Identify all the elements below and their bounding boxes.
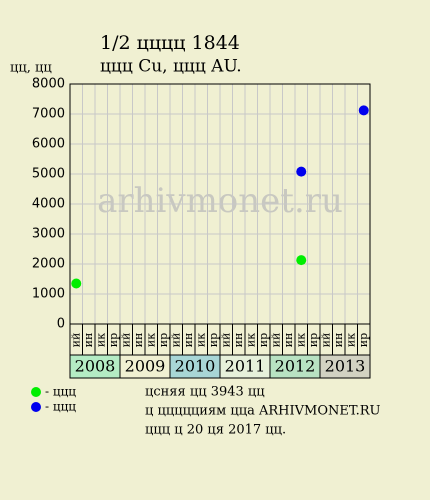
y-tick-label: 4000 (32, 197, 65, 212)
x-tick-label: ин (82, 333, 95, 348)
plot-frame (69, 83, 371, 325)
note: цсняя цц 3943 цц (145, 385, 265, 400)
x-tick-label: ий (69, 333, 82, 348)
x-tick-label: ик (294, 333, 307, 347)
x-tick-label: ин (282, 333, 295, 348)
x-tick-label: ик (344, 333, 357, 347)
y-tick-label: 5000 (32, 167, 65, 182)
x-tick-label: ий (169, 333, 182, 348)
year-label: 2011 (225, 357, 266, 376)
x-tick-label: ик (194, 333, 207, 347)
point (296, 255, 307, 266)
point (358, 105, 369, 116)
y-tick-label: 1000 (32, 287, 65, 302)
y-tick-label: 6000 (32, 137, 65, 152)
year-label: 2013 (325, 357, 366, 376)
point (71, 278, 82, 289)
y-tick-label: 8000 (32, 77, 65, 92)
x-tick-label: ир (357, 333, 370, 347)
x-tick-label: ик (94, 333, 107, 347)
x-tick-label: ий (119, 333, 132, 348)
year-label: 2008 (75, 357, 116, 376)
x-tick-label: ин (232, 333, 245, 348)
x-tick-label: ир (157, 333, 170, 347)
legend-marker (31, 402, 41, 412)
y-axis-label: цц, цц (10, 61, 52, 76)
note: ц ццццциям цца ARHIVMONET.RU (145, 404, 381, 419)
y-tick-label: 0 (57, 317, 65, 332)
y-tick-label: 7000 (32, 107, 65, 122)
year-label: 2009 (125, 357, 166, 376)
x-tick-label: ик (244, 333, 257, 347)
x-tick-label: ир (307, 333, 320, 347)
x-tick-label: ий (269, 333, 282, 348)
x-tick-label: ин (132, 333, 145, 348)
year-label: 2010 (175, 357, 216, 376)
legend-label: - ццц (45, 385, 76, 399)
year-label: 2012 (275, 357, 316, 376)
note: ццц ц 20 ця 2017 цц. (145, 423, 286, 438)
legend-label: - ццц (45, 400, 76, 414)
legend-marker (31, 387, 41, 397)
x-tick-label: ир (107, 333, 120, 347)
x-tick-label: ик (144, 333, 157, 347)
x-tick-label: ин (332, 333, 345, 348)
x-tick-label: ир (207, 333, 220, 347)
point (296, 166, 307, 177)
y-tick-label: 3000 (32, 227, 65, 242)
x-tick-label: ир (257, 333, 270, 347)
chart-subtitle: ццц Cu, ццц AU. (100, 57, 242, 77)
x-tick-label: ий (219, 333, 232, 348)
chart-title: 1/2 цццц 1844 (100, 32, 240, 54)
x-tick-label: ий (319, 333, 332, 348)
x-tick-label: ин (182, 333, 195, 348)
y-tick-label: 2000 (32, 257, 65, 272)
